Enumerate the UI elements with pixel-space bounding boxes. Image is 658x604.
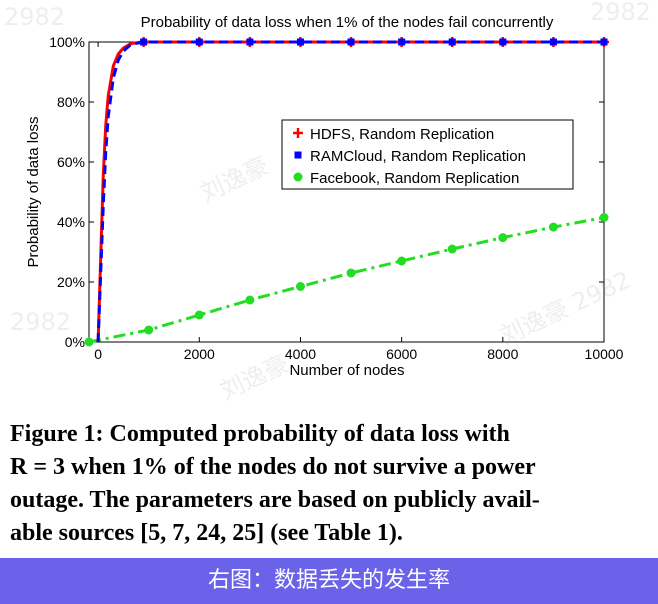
data-point <box>194 310 204 320</box>
series-layer <box>84 37 609 347</box>
legend-entry: HDFS, Random Replication <box>293 126 494 143</box>
series-line <box>88 216 605 344</box>
data-point <box>346 268 356 278</box>
data-point <box>245 295 255 305</box>
x-tick-label: 6000 <box>386 346 417 362</box>
series <box>96 38 608 343</box>
series-line <box>96 40 604 343</box>
legend-label: RAMCloud, Random Replication <box>310 148 526 165</box>
legend-marker <box>293 128 303 138</box>
y-tick-label: 20% <box>57 274 85 290</box>
legend-marker <box>293 172 303 182</box>
data-point <box>347 38 355 46</box>
data-point <box>549 38 557 46</box>
y-tick-label: 80% <box>57 94 85 110</box>
data-point <box>448 38 456 46</box>
y-axis-label: Probability of data loss <box>25 117 42 268</box>
x-tick-label: 4000 <box>285 346 316 362</box>
x-tick-label: 2000 <box>184 346 215 362</box>
legend-box <box>281 119 574 190</box>
chart-title: Probability of data loss when 1% of the … <box>141 14 554 31</box>
data-point <box>498 233 508 243</box>
y-tick-label: 60% <box>57 154 85 170</box>
x-tick-label: 10000 <box>585 346 624 362</box>
series <box>84 213 609 347</box>
chart: Probability of data loss when 1% of the … <box>4 0 651 406</box>
legend-entry: RAMCloud, Random Replication <box>294 148 526 165</box>
data-point <box>84 337 94 347</box>
plot-area <box>88 41 605 343</box>
axis-ticks: 0 2000 4000 6000 8000 10000 0% 20% 40% 60% 80% 100% <box>49 34 623 362</box>
data-point <box>548 222 558 232</box>
x-tick-label: 8000 <box>487 346 518 362</box>
legend-label: Facebook, Random Replication <box>310 170 519 187</box>
watermark-text: 2982 <box>4 3 65 31</box>
data-point <box>447 244 457 254</box>
y-tick-label: 100% <box>49 34 85 50</box>
legend-entry: Facebook, Random Replication <box>293 170 519 187</box>
data-point <box>599 213 609 222</box>
banner: 右图：数据丢失的发生率 <box>0 558 658 604</box>
data-point <box>195 38 203 46</box>
data-point <box>140 38 148 46</box>
watermark-text: 2982 <box>590 0 651 26</box>
data-point <box>499 38 507 46</box>
watermark-text: 刘逸豪 <box>216 350 293 406</box>
x-axis-label: Number of nodes <box>289 362 404 379</box>
caption-line: Figure 1: Computed probability of data l… <box>10 421 510 447</box>
figure-caption: Figure 1: Computed probability of data l… <box>10 418 650 550</box>
legend-label: HDFS, Random Replication <box>310 126 494 143</box>
data-point <box>295 282 305 291</box>
watermark-text: 2982 <box>10 308 71 336</box>
data-point <box>398 38 406 46</box>
x-tick-label: 0 <box>94 346 102 362</box>
legend-marker <box>294 151 302 159</box>
data-point <box>600 38 608 46</box>
caption-line: able sources [5, 7, 24, 25] (see Table 1… <box>10 520 403 546</box>
y-tick-label: 40% <box>57 214 85 230</box>
legend: HDFS, Random Replication RAMCloud, Random… <box>281 119 574 190</box>
caption-line: outage. The parameters are based on publ… <box>10 487 540 513</box>
data-point <box>397 256 407 266</box>
y-tick-label: 0% <box>65 334 85 350</box>
data-point <box>246 38 254 46</box>
data-point <box>144 325 154 335</box>
data-point <box>296 38 304 46</box>
caption-line: R = 3 when 1% of the nodes do not surviv… <box>10 454 536 480</box>
